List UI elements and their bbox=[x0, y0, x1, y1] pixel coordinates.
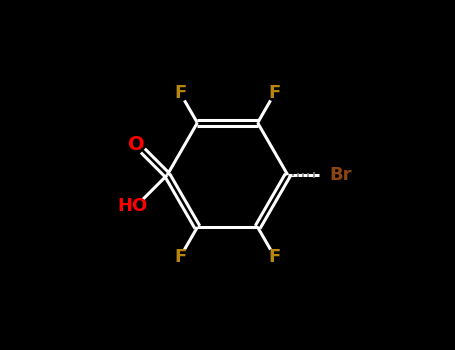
Text: HO: HO bbox=[117, 197, 148, 215]
Text: F: F bbox=[269, 84, 281, 102]
Text: F: F bbox=[269, 248, 281, 266]
Text: Br: Br bbox=[329, 166, 352, 184]
Text: F: F bbox=[174, 84, 186, 102]
Text: O: O bbox=[128, 135, 145, 154]
Text: F: F bbox=[174, 248, 186, 266]
